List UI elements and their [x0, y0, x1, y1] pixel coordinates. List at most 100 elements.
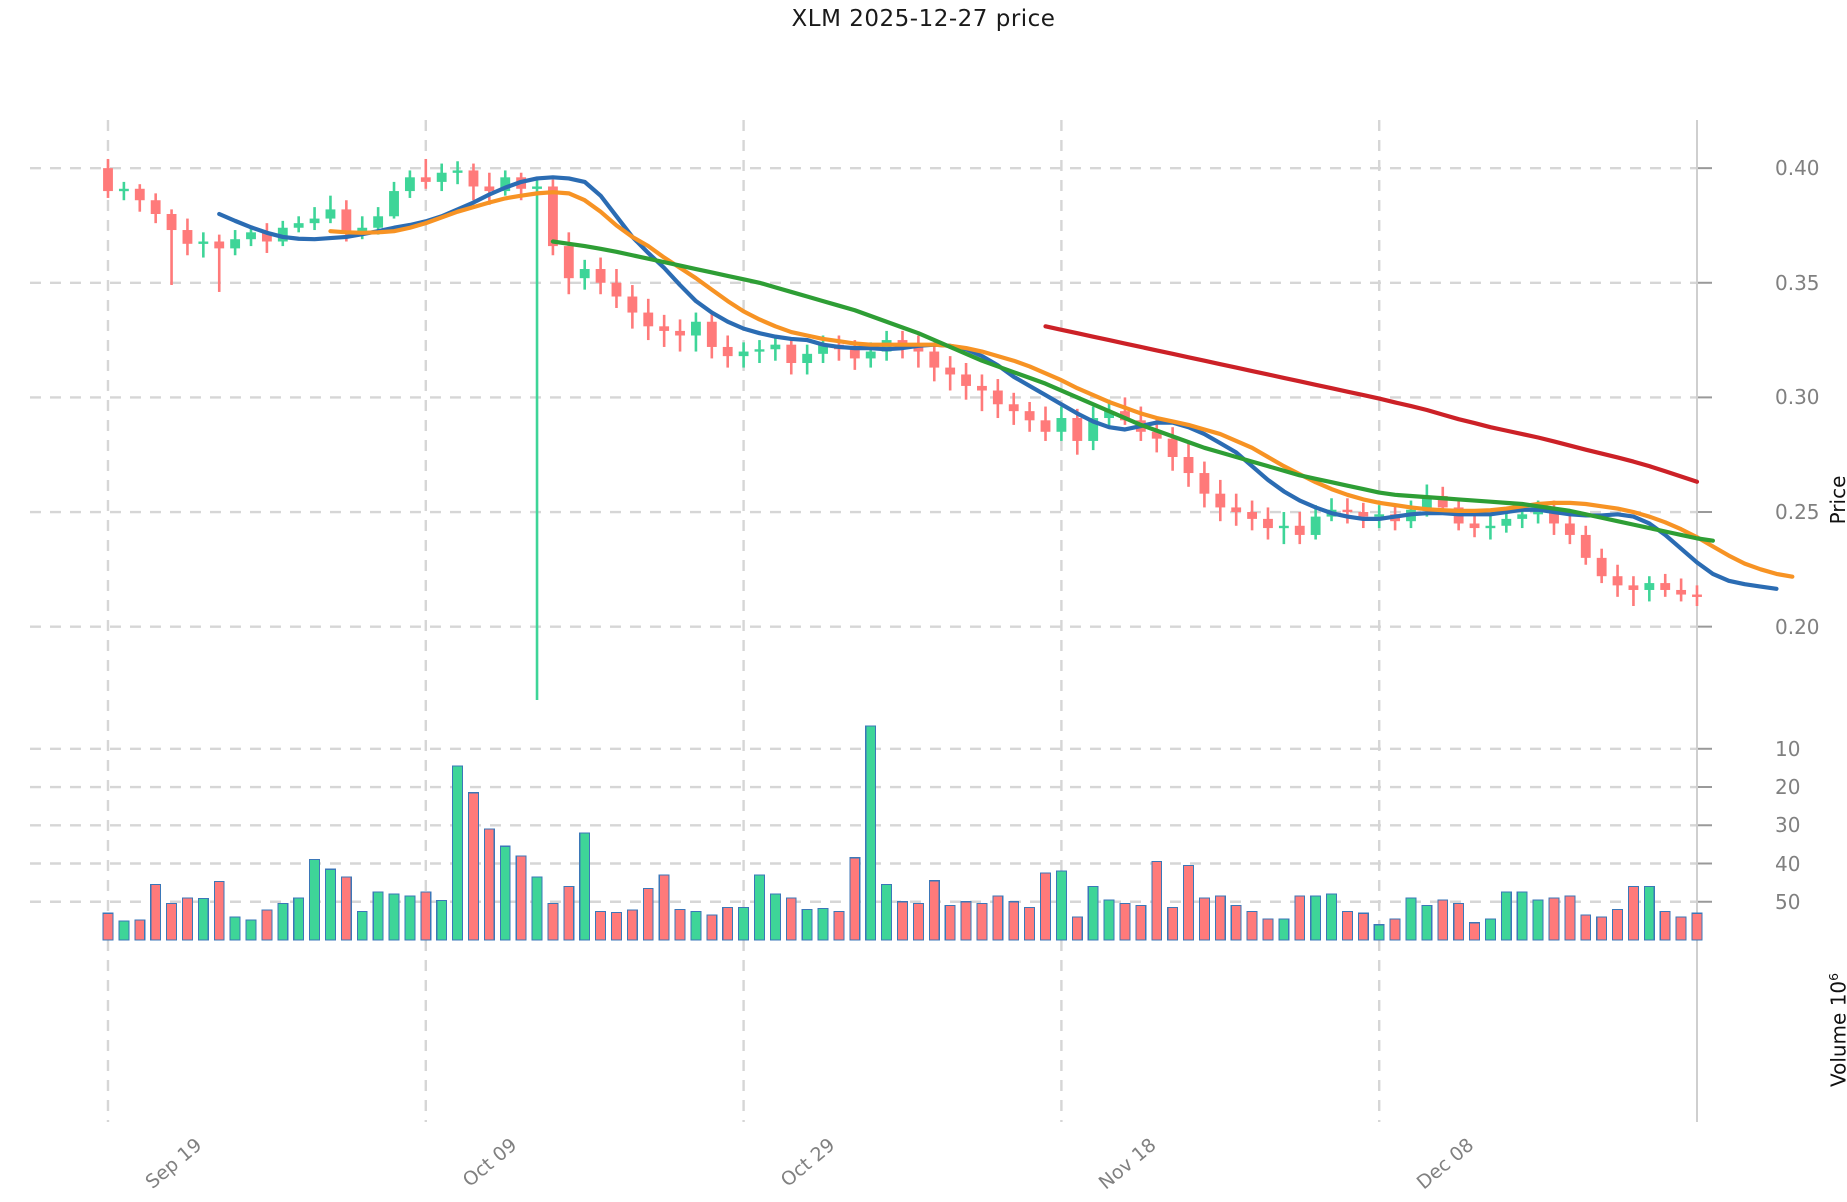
candle-body: [1533, 509, 1544, 515]
candle-body: [293, 223, 304, 228]
candle-body: [420, 177, 431, 182]
candle-body: [1644, 583, 1655, 590]
candle-body: [246, 232, 256, 240]
volume-bar: [547, 903, 559, 941]
volume-bar: [1055, 870, 1067, 941]
candle-body: [1692, 594, 1702, 597]
candle-body: [802, 353, 813, 364]
candle-body: [770, 344, 781, 350]
volume-bar: [1532, 899, 1544, 941]
candle-body: [1628, 585, 1639, 590]
volume-bar: [309, 859, 321, 941]
candle-body: [1072, 418, 1083, 441]
candle-body: [1374, 514, 1385, 517]
volume-tick-label: 50: [1775, 889, 1801, 914]
price-tick-label: 0.40: [1775, 156, 1820, 181]
volume-tick-label: 40: [1775, 851, 1801, 876]
candle-body: [452, 170, 463, 173]
volume-bar: [404, 895, 416, 941]
candle-body: [643, 312, 654, 327]
price-tick-label: 0.35: [1775, 270, 1820, 295]
volume-bar: [213, 880, 225, 941]
volume-bar: [499, 845, 511, 941]
volume-bar: [356, 910, 368, 941]
candle-body: [1215, 493, 1226, 508]
volume-bar: [1119, 903, 1131, 941]
volume-bar: [642, 887, 654, 941]
candle-body: [198, 241, 209, 244]
candle-body: [373, 216, 384, 228]
candle-body: [579, 269, 590, 279]
volume-bar: [611, 911, 622, 941]
candle-body: [929, 351, 940, 368]
candle-body: [404, 177, 415, 192]
volume-bar: [674, 908, 686, 941]
candle-body: [166, 213, 177, 231]
volume-bar: [1500, 891, 1512, 941]
volume-bar: [1405, 897, 1417, 941]
ma-line-ma_mid: [328, 190, 1795, 579]
volume-bar: [1580, 914, 1592, 941]
volume-bar: [372, 891, 384, 941]
candle-body: [389, 191, 399, 217]
price-tick-label: 0.25: [1775, 500, 1820, 525]
volume-bar: [817, 908, 829, 941]
candle-body: [1008, 404, 1019, 412]
candle-body: [1358, 512, 1369, 517]
candle-body: [1231, 507, 1242, 513]
volume-bar: [658, 874, 670, 941]
candle-body: [547, 186, 558, 247]
volume-bar: [1389, 918, 1401, 941]
volume-bar: [1643, 885, 1655, 941]
volume-tick-label: 10: [1775, 736, 1801, 761]
candle-body: [118, 188, 129, 192]
candle-body: [595, 269, 606, 283]
ma-line-ma_longest: [1043, 324, 1700, 484]
volume-bar: [944, 905, 956, 941]
volume-bar: [1341, 910, 1353, 941]
volume-bar: [1516, 891, 1528, 941]
volume-bar: [1040, 872, 1051, 941]
candle-body: [1437, 495, 1448, 508]
volume-bar: [754, 874, 765, 941]
volume-bar: [1612, 908, 1624, 941]
candle-body: [1485, 525, 1496, 529]
volume-bar: [1198, 897, 1210, 941]
volume-bar: [579, 832, 591, 941]
candle-body: [214, 241, 225, 249]
candle-body: [103, 168, 113, 192]
volume-bar: [1294, 895, 1306, 941]
candle-body: [722, 346, 733, 357]
volume-bar: [992, 895, 1004, 941]
volume-bar: [1421, 905, 1433, 941]
volume-bar: [1103, 899, 1115, 941]
candle-body: [913, 344, 924, 352]
volume-bar: [1326, 893, 1338, 941]
volume-bar: [181, 897, 193, 941]
volume-bar: [881, 883, 893, 941]
candle-body: [627, 296, 638, 313]
price-tick-label: 0.20: [1775, 614, 1820, 639]
volume-bar: [1087, 885, 1099, 941]
volume-bar: [722, 906, 734, 941]
candle-body: [1294, 525, 1305, 535]
candle-body: [1183, 456, 1194, 474]
volume-bar: [1691, 912, 1703, 941]
candle-body: [1088, 418, 1099, 441]
volume-tick-label: 30: [1775, 813, 1801, 838]
candle-body: [150, 200, 161, 214]
volume-bar: [769, 893, 781, 941]
candle-body: [897, 340, 908, 345]
volume-bar: [706, 914, 718, 941]
volume-bar: [1167, 906, 1179, 941]
candle-body: [1278, 525, 1289, 529]
volume-bar: [1214, 895, 1226, 941]
volume-bar: [1246, 910, 1258, 941]
volume-bar: [420, 891, 432, 941]
candle-body: [1247, 512, 1258, 519]
volume-bar: [452, 765, 464, 941]
candle-body: [1024, 411, 1035, 421]
candle-body: [341, 209, 352, 233]
candle-body: [230, 239, 241, 249]
